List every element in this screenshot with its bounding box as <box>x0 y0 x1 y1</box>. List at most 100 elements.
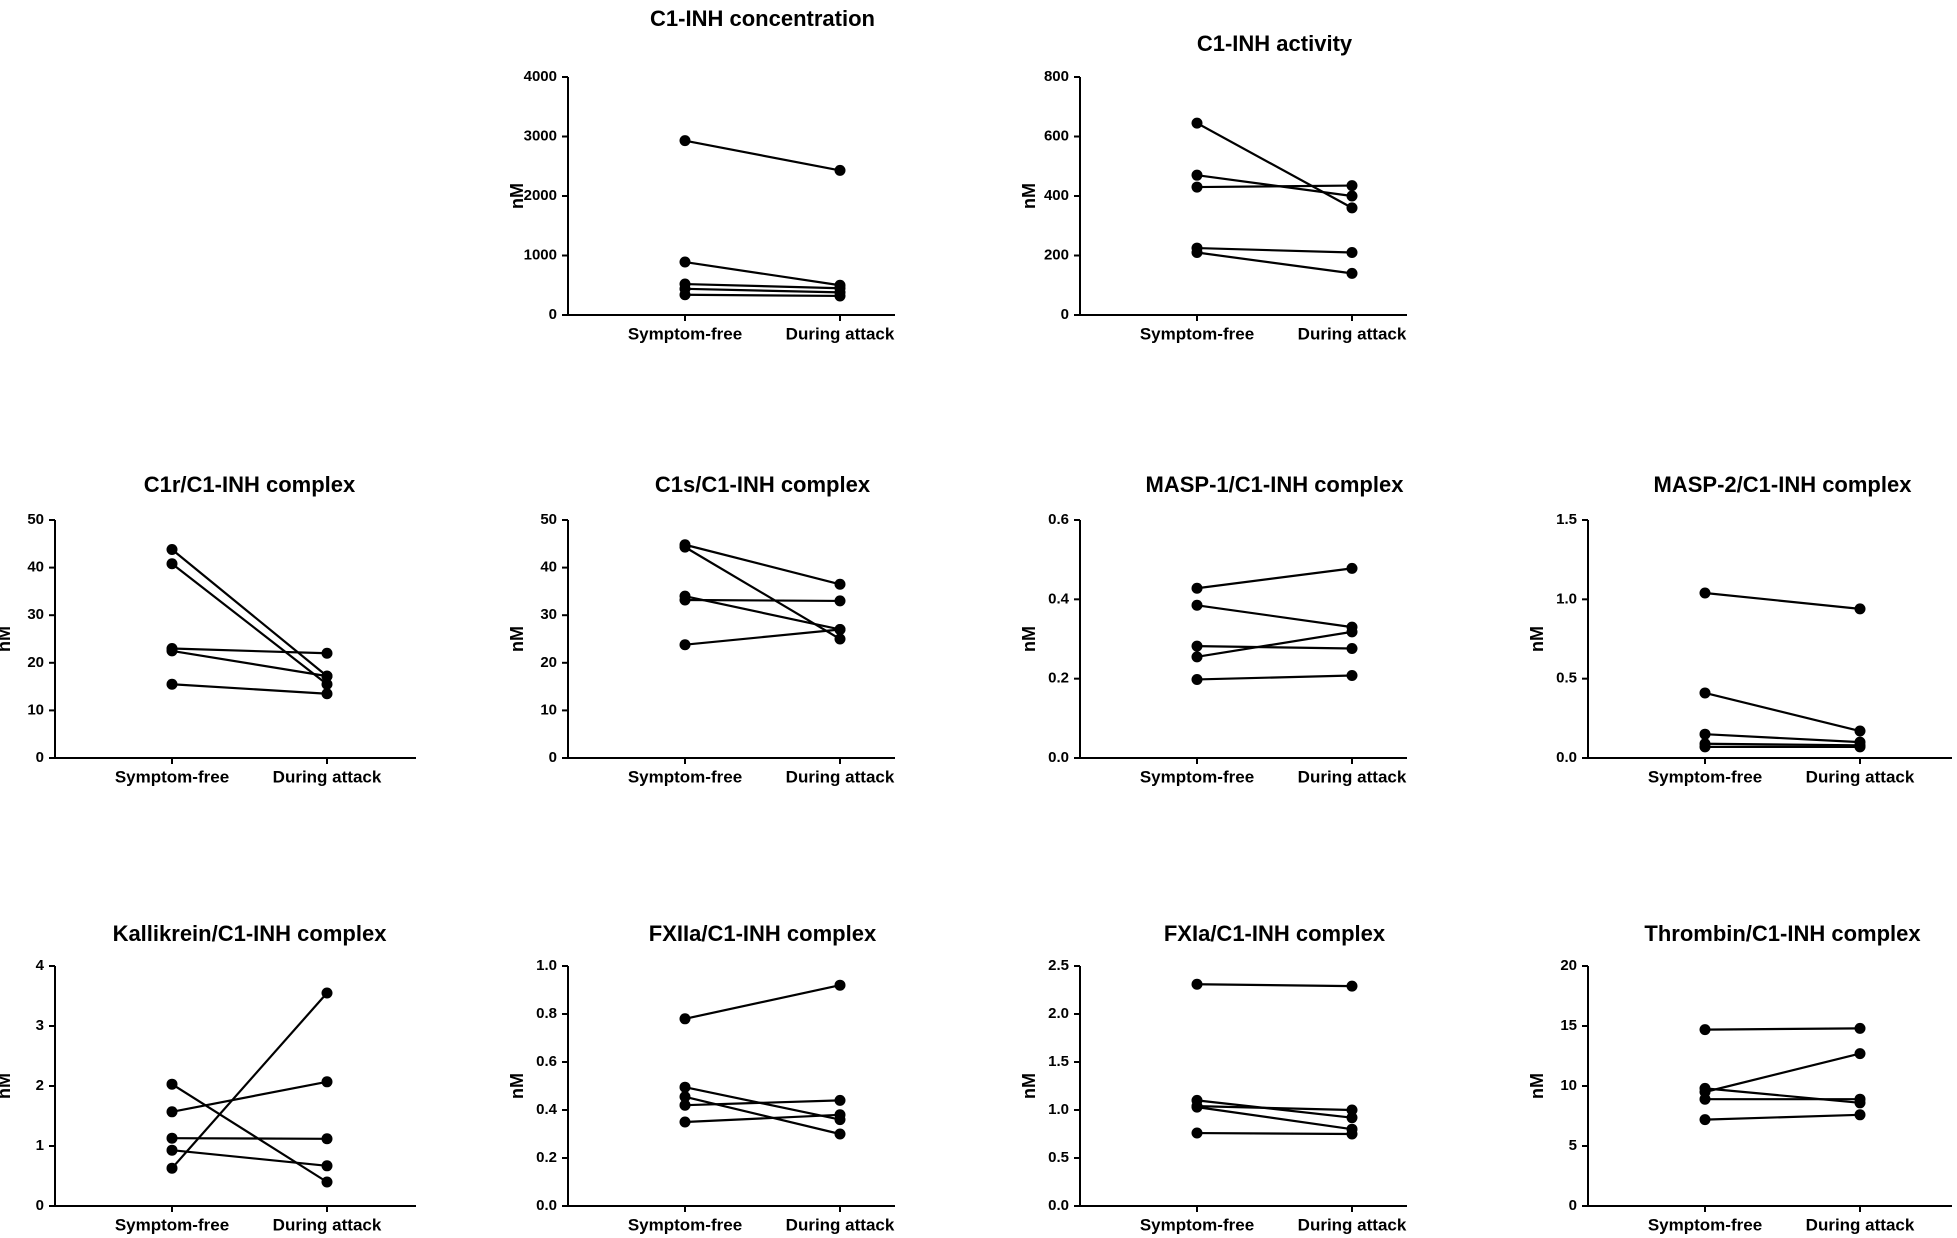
y-axis-label: nM <box>1019 183 1039 209</box>
series-line <box>1196 983 1353 988</box>
data-point <box>166 1162 178 1174</box>
series-line <box>171 548 328 677</box>
data-point <box>1346 1112 1358 1124</box>
data-point <box>1346 190 1358 202</box>
chart-panel: C1s/C1-INH complex 0 10 20 30 40 50 Symptom-fre… <box>507 472 895 786</box>
data-point <box>1699 687 1711 699</box>
data-point <box>166 1078 178 1090</box>
data-point <box>1346 247 1358 259</box>
series-line <box>171 992 328 1169</box>
x-category-label: During attack <box>273 1215 382 1234</box>
series-line <box>171 647 328 655</box>
series-line <box>684 1113 841 1124</box>
y-tick-label: 1.0 <box>1048 1101 1069 1118</box>
y-tick-label: 10 <box>540 701 557 718</box>
y-tick-label: 20 <box>540 654 557 671</box>
y-axis-label: nM <box>1019 626 1039 652</box>
y-tick-label: 0 <box>36 1197 44 1214</box>
chart-title: FXIIa/C1-INH complex <box>649 921 877 946</box>
data-point <box>1699 728 1711 740</box>
data-point <box>1699 1093 1711 1105</box>
series-line <box>1196 567 1353 590</box>
y-axis-label: nM <box>1527 1073 1547 1099</box>
data-point <box>1699 1114 1711 1126</box>
data-point <box>166 1144 178 1156</box>
y-tick-label: 4000 <box>524 68 557 85</box>
x-category-label: Symptom-free <box>115 1215 229 1234</box>
y-tick-label: 0 <box>1061 306 1069 323</box>
y-tick-label: 2 <box>36 1077 44 1094</box>
series-line <box>1196 674 1353 681</box>
y-tick-label: 2000 <box>524 187 557 204</box>
data-point <box>679 1081 691 1093</box>
data-point <box>1191 651 1203 663</box>
data-point <box>1346 202 1358 214</box>
y-tick-label: 600 <box>1044 127 1069 144</box>
series-line <box>684 628 841 646</box>
data-point <box>834 290 846 302</box>
x-category-label: Symptom-free <box>1648 767 1762 786</box>
data-point <box>166 558 178 570</box>
series-line <box>1704 1087 1861 1104</box>
y-axis-label: nM <box>0 626 14 652</box>
y-tick-label: 400 <box>1044 187 1069 204</box>
series-line <box>1196 184 1353 189</box>
chart-title: Kallikrein/C1-INH complex <box>113 921 388 946</box>
data-point <box>321 1133 333 1145</box>
y-tick-label: 0.6 <box>1048 511 1069 528</box>
series-line <box>171 649 328 678</box>
chart-panel: C1-INH activity 0 200 400 600 800 Symptom-free… <box>1019 31 1407 343</box>
data-point <box>1854 1022 1866 1034</box>
x-category-label: During attack <box>786 324 895 343</box>
data-point <box>1854 1048 1866 1060</box>
y-tick-label: 0.0 <box>1556 749 1577 766</box>
y-tick-label: 0 <box>36 749 44 766</box>
data-point <box>1346 1104 1358 1116</box>
data-point <box>1346 669 1358 681</box>
y-tick-label: 0.6 <box>536 1053 557 1070</box>
data-point <box>166 678 178 690</box>
series-line <box>1196 122 1353 209</box>
data-point <box>321 670 333 682</box>
x-category-label: During attack <box>1806 767 1915 786</box>
series-line <box>1704 591 1861 610</box>
data-point <box>1191 1127 1203 1139</box>
series-line <box>684 595 841 631</box>
chart-panel: C1r/C1-INH complex 0 10 20 30 40 50 Symptom-fre… <box>0 472 416 786</box>
y-tick-label: 0 <box>1569 1197 1577 1214</box>
data-point <box>834 164 846 176</box>
data-point <box>679 289 691 301</box>
chart-panel: Kallikrein/C1-INH complex 0 1 2 3 4 Symptom-fr… <box>0 921 416 1234</box>
y-tick-label: 0.4 <box>536 1101 558 1118</box>
data-point <box>834 623 846 635</box>
data-point <box>1191 599 1203 611</box>
y-tick-label: 0.0 <box>536 1197 557 1214</box>
x-category-label: Symptom-free <box>628 767 742 786</box>
data-point <box>1346 980 1358 992</box>
data-point <box>834 1109 846 1121</box>
y-tick-label: 2.0 <box>1048 1005 1069 1022</box>
data-point <box>321 1160 333 1172</box>
data-point <box>834 1128 846 1140</box>
y-axis-label: nM <box>507 626 527 652</box>
y-tick-label: 0.0 <box>1048 1197 1069 1214</box>
y-axis-label: nM <box>1527 626 1547 652</box>
data-point <box>679 594 691 606</box>
series-line <box>1196 251 1353 275</box>
data-point <box>679 1013 691 1025</box>
series-line <box>171 683 328 695</box>
series-line <box>171 1080 328 1113</box>
x-category-label: During attack <box>273 767 382 786</box>
y-tick-label: 15 <box>1560 1017 1577 1034</box>
y-axis-label: nM <box>0 1073 14 1099</box>
data-point <box>1854 741 1866 753</box>
y-tick-label: 20 <box>27 654 44 671</box>
chart-title: C1-INH activity <box>1197 31 1353 56</box>
y-tick-label: 0.8 <box>536 1005 557 1022</box>
series-line <box>171 1137 328 1140</box>
x-category-label: Symptom-free <box>115 767 229 786</box>
y-tick-label: 800 <box>1044 68 1069 85</box>
series-line <box>1704 691 1861 733</box>
chart-title: FXIa/C1-INH complex <box>1164 921 1386 946</box>
